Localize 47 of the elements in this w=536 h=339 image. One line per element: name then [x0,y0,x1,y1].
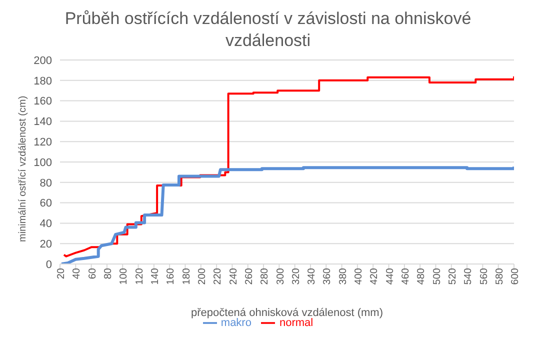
x-tick-label: 600 [510,268,522,285]
y-tick-label: 60 [40,198,52,210]
x-tick-label: 260 [244,268,255,285]
y-tick-label: 180 [34,75,52,88]
y-tick-label: 40 [40,218,52,230]
x-tick-label: 460 [400,268,412,285]
x-tick-label: 320 [290,268,302,285]
y-tick-label: 200 [34,54,52,67]
x-tick-label: 420 [369,268,380,285]
x-tick-label: 440 [384,268,396,285]
line-series [62,75,514,258]
x-tick-label: 220 [212,268,224,285]
x-tick-label: 340 [306,268,318,285]
x-tick-label: 240 [228,268,240,285]
x-tick-label: 520 [447,268,458,285]
x-tick-label: 300 [275,268,286,285]
x-tick-label: 60 [87,268,98,280]
y-tick-label: 80 [40,177,52,190]
x-tick-label: 560 [478,268,490,285]
x-tick-label: 120 [134,268,146,285]
x-tick-label: 360 [322,268,334,285]
x-tick-label: 480 [416,268,428,285]
y-tick-label: 120 [34,136,52,149]
x-tick-label: 500 [432,268,443,285]
legend-label: makro [220,316,252,329]
x-tick-label: 280 [260,268,271,285]
x-tick-label: 20 [56,268,68,280]
y-tick-label: 20 [40,238,52,251]
y-tick-label: 160 [34,96,52,108]
chart-title: Průběh ostřících vzdáleností v závislosti na ohniskové vzdálenosti [64,8,472,52]
x-tick-label: 80 [103,268,114,280]
y-axis-title: minimální ostřící vzdálenost (cm) [18,96,29,242]
x-tick-label: 140 [150,268,162,285]
y-tick-label: 140 [34,116,52,128]
x-tick-label: 580 [494,268,506,285]
x-tick-label: 380 [338,268,349,285]
x-axis-title: přepočtená ohnisková vzdálenost (mm) [191,307,383,319]
x-tick-label: 540 [463,268,474,285]
x-tick-label: 40 [72,268,83,280]
x-tick-label: 400 [354,268,365,285]
y-tick-label: 0 [46,258,52,271]
y-tick-label: 100 [34,156,52,169]
x-tick-label: 100 [118,268,130,285]
x-tick-label: 200 [196,268,208,285]
x-tick-label: 180 [181,268,192,285]
x-tick-label: 160 [166,268,177,285]
legend-label: normal [279,316,314,329]
